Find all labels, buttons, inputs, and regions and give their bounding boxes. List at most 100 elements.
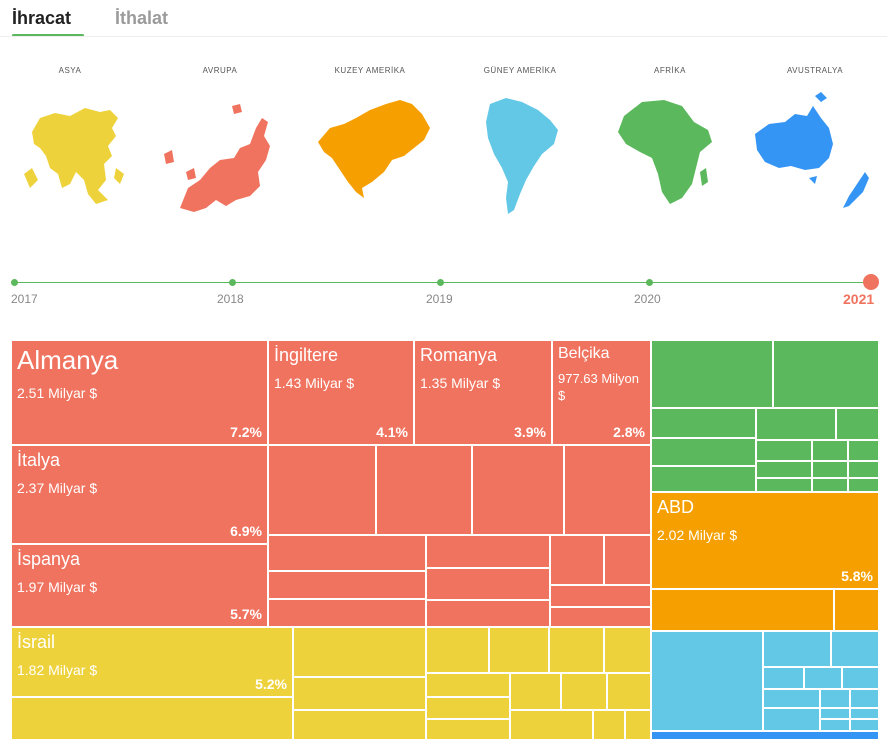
treemap-cell[interactable] <box>812 440 848 461</box>
continent-label: AVRUPA <box>202 66 238 75</box>
continent-asya[interactable]: ASYA <box>0 62 140 232</box>
treemap-cell[interactable] <box>426 568 550 600</box>
continent-avrupa[interactable]: AVRUPA <box>150 62 290 232</box>
treemap-cell-ingiltere[interactable]: İngiltere 1.43 Milyar $ 4.1% <box>268 340 414 445</box>
treemap-country-name: İngiltere <box>274 345 339 365</box>
treemap-cell[interactable] <box>850 719 879 731</box>
treemap-country-percent: 7.2% <box>230 424 262 440</box>
treemap-cell[interactable] <box>651 438 756 466</box>
treemap-cell-romanya[interactable]: Romanya 1.35 Milyar $ 3.9% <box>414 340 552 445</box>
treemap-cell[interactable] <box>376 445 472 535</box>
treemap-cell[interactable] <box>510 673 561 710</box>
timeline-dot-2017[interactable] <box>11 279 18 286</box>
treemap-cell[interactable] <box>561 673 607 710</box>
treemap-cell-ispanya[interactable]: İspanya 1.97 Milyar $ 5.7% <box>11 544 268 627</box>
treemap-country-percent: 4.1% <box>376 424 408 440</box>
treemap-cell-almanya[interactable]: Almanya 2.51 Milyar $ 7.2% <box>11 340 268 445</box>
treemap-cell[interactable] <box>426 600 550 627</box>
continent-afrika[interactable]: AFRİKA <box>600 62 740 232</box>
treemap-cell[interactable] <box>11 697 293 740</box>
treemap-cell[interactable] <box>756 440 812 461</box>
treemap-cell[interactable] <box>773 340 879 408</box>
treemap-cell-belcika[interactable]: Belçika 977.63 Milyon $ 2.8% <box>552 340 651 445</box>
treemap-cell[interactable] <box>763 667 804 689</box>
continent-guney-amerika[interactable]: GÜNEY AMERİKA <box>450 62 590 232</box>
treemap-cell[interactable] <box>834 589 879 631</box>
treemap-cell[interactable] <box>820 719 850 731</box>
treemap-cell[interactable] <box>268 445 376 535</box>
treemap-cell[interactable] <box>848 478 879 492</box>
timeline-year-2017[interactable]: 2017 <box>11 292 38 306</box>
treemap-cell[interactable] <box>820 708 850 719</box>
treemap-cell[interactable] <box>756 461 812 478</box>
treemap-cell[interactable] <box>836 408 879 440</box>
timeline-year-2021[interactable]: 2021 <box>843 291 875 307</box>
treemap-cell[interactable] <box>549 627 604 673</box>
treemap-cell[interactable] <box>804 667 842 689</box>
treemap-cell[interactable] <box>651 631 763 731</box>
treemap-cell[interactable] <box>510 710 593 740</box>
treemap-country-name: İspanya <box>17 549 81 569</box>
treemap-cell[interactable] <box>268 535 426 571</box>
treemap-country-name: Romanya <box>420 345 498 365</box>
treemap-cell[interactable] <box>550 535 604 585</box>
treemap-cell[interactable] <box>426 697 510 719</box>
treemap-cell[interactable] <box>820 689 850 708</box>
treemap-country-name: Almanya <box>17 345 119 375</box>
treemap-cell[interactable] <box>651 731 879 740</box>
continent-label: ASYA <box>58 66 82 75</box>
treemap-cell[interactable] <box>607 673 651 710</box>
treemap-cell[interactable] <box>426 673 510 697</box>
treemap-cell[interactable] <box>651 466 756 492</box>
treemap-cell[interactable] <box>564 445 651 535</box>
treemap-cell[interactable] <box>651 408 756 438</box>
treemap-cell[interactable] <box>651 589 834 631</box>
timeline-dot-2018[interactable] <box>229 279 236 286</box>
continent-avustralya[interactable]: AVUSTRALYA <box>745 62 885 232</box>
treemap-country-value: 1.82 Milyar $ <box>17 662 98 678</box>
timeline-year-2020[interactable]: 2020 <box>634 292 661 306</box>
treemap-cell[interactable] <box>763 689 820 708</box>
continent-kuzey-amerika[interactable]: KUZEY AMERİKA <box>300 62 440 232</box>
treemap-cell[interactable] <box>651 340 773 408</box>
treemap-cell[interactable] <box>426 719 510 740</box>
treemap-cell[interactable] <box>593 710 625 740</box>
treemap-cell[interactable] <box>293 677 426 710</box>
tab-ithalat[interactable]: İthalat <box>115 8 169 28</box>
treemap-cell[interactable] <box>293 627 426 677</box>
treemap-cell[interactable] <box>756 408 836 440</box>
treemap-cell[interactable] <box>293 710 426 740</box>
treemap-cell[interactable] <box>426 535 550 568</box>
treemap-cell[interactable] <box>268 599 426 627</box>
treemap-cell[interactable] <box>812 478 848 492</box>
treemap-cell[interactable] <box>763 708 820 731</box>
treemap-cell[interactable] <box>550 607 651 627</box>
treemap-cell[interactable] <box>812 461 848 478</box>
treemap-cell[interactable] <box>842 667 879 689</box>
treemap-cell[interactable] <box>756 478 812 492</box>
treemap-cell[interactable] <box>848 461 879 478</box>
treemap-cell[interactable] <box>604 535 651 585</box>
treemap-cell[interactable] <box>831 631 879 667</box>
timeline-year-2018[interactable]: 2018 <box>217 292 244 306</box>
treemap-cell[interactable] <box>763 631 831 667</box>
treemap-cell-abd[interactable]: ABD 2.02 Milyar $ 5.8% <box>651 492 879 589</box>
treemap-cell[interactable] <box>472 445 564 535</box>
treemap-cell[interactable] <box>550 585 651 607</box>
treemap-cell[interactable] <box>604 627 651 673</box>
treemap-country-value: 2.51 Milyar $ <box>17 385 98 401</box>
treemap-cell[interactable] <box>848 440 879 461</box>
treemap-cell[interactable] <box>625 710 651 740</box>
treemap-cell[interactable] <box>850 708 879 719</box>
treemap-cell-israil[interactable]: İsrail 1.82 Milyar $ 5.2% <box>11 627 293 697</box>
timeline-dot-2019[interactable] <box>437 279 444 286</box>
treemap-cell[interactable] <box>426 627 489 673</box>
timeline-dot-2021[interactable] <box>863 274 879 290</box>
treemap-cell[interactable] <box>489 627 549 673</box>
tab-ihracat[interactable]: İhracat <box>12 8 72 28</box>
treemap-cell-italya[interactable]: İtalya 2.37 Milyar $ 6.9% <box>11 445 268 544</box>
treemap-cell[interactable] <box>850 689 879 708</box>
treemap-cell[interactable] <box>268 571 426 599</box>
timeline-year-2019[interactable]: 2019 <box>426 292 453 306</box>
timeline-dot-2020[interactable] <box>646 279 653 286</box>
